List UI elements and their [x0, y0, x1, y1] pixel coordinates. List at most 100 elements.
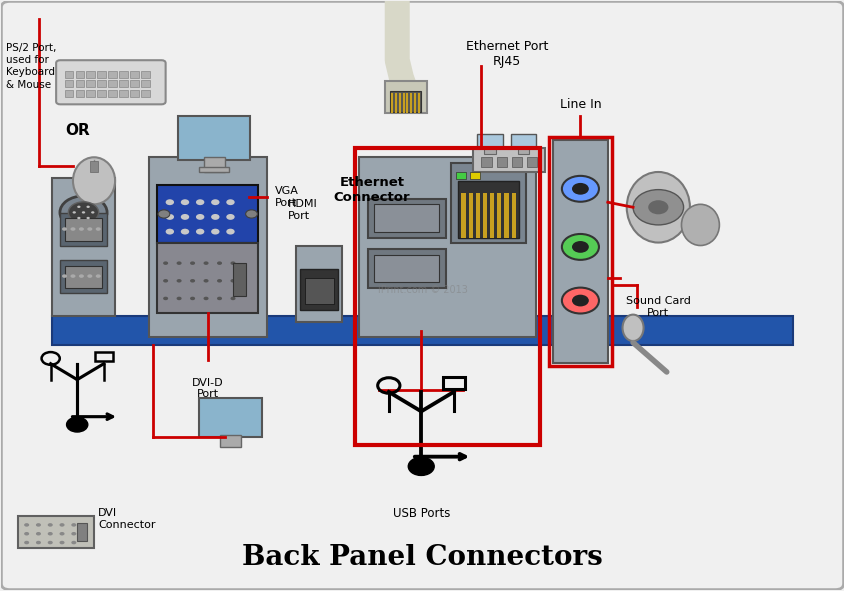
Bar	[19, 516, 94, 548]
Bar	[367, 249, 445, 288]
Circle shape	[70, 228, 75, 231]
Bar	[442, 377, 464, 389]
Bar	[86, 90, 95, 97]
Text: Ethernet Port
RJ45: Ethernet Port RJ45	[465, 40, 547, 69]
Bar	[295, 245, 342, 322]
Circle shape	[59, 532, 64, 535]
Bar	[475, 193, 479, 238]
Circle shape	[190, 261, 195, 265]
Circle shape	[408, 457, 434, 475]
Bar	[504, 193, 508, 238]
Circle shape	[217, 261, 222, 265]
Bar	[130, 90, 138, 97]
Bar	[461, 193, 465, 238]
Text: OR: OR	[65, 124, 89, 138]
Circle shape	[86, 206, 89, 208]
Bar	[60, 213, 106, 245]
Bar	[354, 148, 540, 446]
Bar	[199, 398, 262, 437]
Circle shape	[217, 297, 222, 300]
Bar	[64, 80, 73, 87]
Ellipse shape	[622, 314, 643, 341]
Bar	[75, 80, 84, 87]
Bar	[157, 242, 258, 313]
Circle shape	[226, 199, 235, 205]
Circle shape	[59, 541, 64, 544]
Ellipse shape	[73, 157, 115, 204]
Text: PS/2 Port,
used for
Keyboard
& Mouse: PS/2 Port, used for Keyboard & Mouse	[6, 43, 56, 90]
Bar	[51, 178, 115, 316]
Bar	[141, 90, 149, 97]
Bar	[130, 71, 138, 78]
Bar	[359, 157, 536, 337]
Circle shape	[196, 214, 204, 220]
Circle shape	[24, 523, 30, 527]
Text: Back Panel Connectors: Back Panel Connectors	[242, 544, 602, 571]
Circle shape	[68, 202, 99, 223]
Bar	[490, 193, 494, 238]
Bar	[108, 71, 116, 78]
Bar	[484, 147, 495, 154]
Circle shape	[91, 211, 95, 213]
Bar	[220, 436, 241, 447]
Bar	[482, 193, 486, 238]
Circle shape	[571, 183, 588, 194]
Bar	[64, 71, 73, 78]
Circle shape	[181, 199, 189, 205]
Circle shape	[163, 297, 168, 300]
Circle shape	[561, 176, 598, 202]
Circle shape	[62, 274, 67, 278]
Circle shape	[70, 274, 75, 278]
Bar	[141, 80, 149, 87]
Circle shape	[86, 217, 89, 219]
Circle shape	[211, 214, 219, 220]
Bar	[374, 255, 438, 282]
Bar	[451, 163, 525, 243]
Circle shape	[36, 523, 41, 527]
Circle shape	[561, 234, 598, 260]
Circle shape	[47, 541, 52, 544]
Text: Ethernet
Connector: Ethernet Connector	[333, 176, 410, 204]
Circle shape	[158, 210, 170, 218]
Bar	[511, 157, 522, 167]
Bar	[108, 90, 116, 97]
Circle shape	[163, 279, 168, 282]
Bar	[300, 269, 338, 310]
Circle shape	[36, 532, 41, 535]
Bar	[199, 167, 229, 172]
Bar	[374, 204, 438, 232]
Bar	[455, 172, 465, 179]
Bar	[149, 157, 267, 337]
Circle shape	[78, 228, 84, 231]
Bar	[367, 199, 445, 238]
Circle shape	[82, 211, 85, 213]
Bar	[549, 137, 611, 366]
Circle shape	[36, 541, 41, 544]
Circle shape	[230, 297, 235, 300]
Circle shape	[24, 541, 30, 544]
Circle shape	[196, 229, 204, 235]
Circle shape	[176, 297, 181, 300]
Circle shape	[87, 274, 92, 278]
Bar	[141, 71, 149, 78]
Circle shape	[47, 532, 52, 535]
Circle shape	[165, 199, 174, 205]
Circle shape	[59, 523, 64, 527]
Bar	[86, 71, 95, 78]
Bar	[119, 90, 127, 97]
Circle shape	[190, 297, 195, 300]
Circle shape	[226, 214, 235, 220]
Circle shape	[62, 228, 67, 231]
Circle shape	[211, 199, 219, 205]
Bar	[97, 80, 106, 87]
Circle shape	[77, 206, 80, 208]
Bar	[178, 116, 250, 160]
Bar	[86, 80, 95, 87]
Bar	[473, 148, 544, 172]
Text: VGA
Port: VGA Port	[275, 186, 299, 207]
Text: USB Ports: USB Ports	[392, 506, 449, 519]
Circle shape	[24, 532, 30, 535]
Circle shape	[230, 261, 235, 265]
Circle shape	[71, 541, 76, 544]
Circle shape	[163, 261, 168, 265]
